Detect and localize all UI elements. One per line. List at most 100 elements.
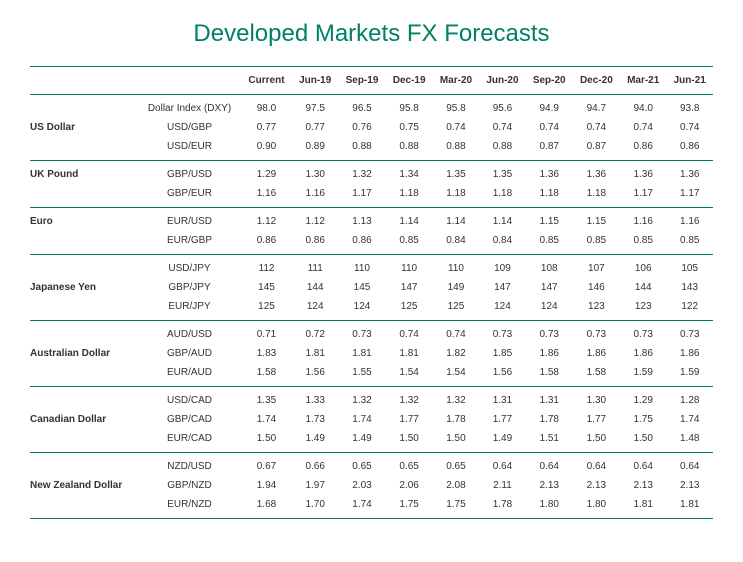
value-cell: 97.5 <box>292 95 338 119</box>
pair-cell: USD/EUR <box>138 137 241 161</box>
table-row: AUD/USD0.710.720.730.740.740.730.730.730… <box>30 321 713 345</box>
header-col: Sep-19 <box>338 67 385 95</box>
currency-name-cell: Euro <box>30 208 138 232</box>
value-cell: 0.65 <box>433 453 480 477</box>
value-cell: 0.74 <box>433 118 480 137</box>
value-cell: 0.76 <box>338 118 385 137</box>
value-cell: 0.89 <box>292 137 338 161</box>
value-cell: 147 <box>386 278 433 297</box>
value-cell: 112 <box>241 255 292 279</box>
value-cell: 1.85 <box>479 344 525 363</box>
value-cell: 1.75 <box>433 495 480 519</box>
currency-name-cell: Australian Dollar <box>30 344 138 363</box>
table-row: EuroEUR/USD1.121.121.131.141.141.141.151… <box>30 208 713 232</box>
value-cell: 93.8 <box>666 95 713 119</box>
value-cell: 1.30 <box>292 161 338 185</box>
value-cell: 145 <box>241 278 292 297</box>
header-col: Sep-20 <box>526 67 573 95</box>
value-cell: 2.06 <box>386 476 433 495</box>
table-row: Dollar Index (DXY)98.097.596.595.895.895… <box>30 95 713 119</box>
value-cell: 0.74 <box>620 118 667 137</box>
currency-name-cell <box>30 95 138 119</box>
value-cell: 1.97 <box>292 476 338 495</box>
currency-name-cell: UK Pound <box>30 161 138 185</box>
value-cell: 0.64 <box>666 453 713 477</box>
table-row: EUR/CAD1.501.491.491.501.501.491.511.501… <box>30 429 713 453</box>
value-cell: 1.77 <box>386 410 433 429</box>
header-row: CurrentJun-19Sep-19Dec-19Mar-20Jun-20Sep… <box>30 67 713 95</box>
currency-name-cell <box>30 495 138 519</box>
value-cell: 0.73 <box>666 321 713 345</box>
value-cell: 2.03 <box>338 476 385 495</box>
value-cell: 0.85 <box>620 231 667 255</box>
currency-name-cell <box>30 453 138 477</box>
value-cell: 0.74 <box>433 321 480 345</box>
value-cell: 1.48 <box>666 429 713 453</box>
value-cell: 0.67 <box>241 453 292 477</box>
value-cell: 1.59 <box>620 363 667 387</box>
value-cell: 145 <box>338 278 385 297</box>
value-cell: 110 <box>386 255 433 279</box>
value-cell: 147 <box>526 278 573 297</box>
value-cell: 2.08 <box>433 476 480 495</box>
value-cell: 96.5 <box>338 95 385 119</box>
value-cell: 1.50 <box>241 429 292 453</box>
value-cell: 1.32 <box>386 387 433 411</box>
value-cell: 1.58 <box>573 363 620 387</box>
value-cell: 122 <box>666 297 713 321</box>
value-cell: 1.18 <box>433 184 480 208</box>
value-cell: 1.49 <box>292 429 338 453</box>
value-cell: 1.54 <box>433 363 480 387</box>
value-cell: 1.12 <box>292 208 338 232</box>
currency-name-cell <box>30 184 138 208</box>
value-cell: 1.32 <box>338 387 385 411</box>
value-cell: 124 <box>338 297 385 321</box>
value-cell: 98.0 <box>241 95 292 119</box>
value-cell: 1.31 <box>526 387 573 411</box>
value-cell: 146 <box>573 278 620 297</box>
pair-cell: GBP/CAD <box>138 410 241 429</box>
value-cell: 1.31 <box>479 387 525 411</box>
value-cell: 1.75 <box>620 410 667 429</box>
currency-name-cell <box>30 387 138 411</box>
value-cell: 0.87 <box>526 137 573 161</box>
value-cell: 123 <box>620 297 667 321</box>
header-blank-1 <box>30 67 138 95</box>
pair-cell: EUR/JPY <box>138 297 241 321</box>
pair-cell: GBP/NZD <box>138 476 241 495</box>
value-cell: 1.36 <box>620 161 667 185</box>
pair-cell: EUR/USD <box>138 208 241 232</box>
table-row: Japanese YenGBP/JPY145144145147149147147… <box>30 278 713 297</box>
value-cell: 1.80 <box>573 495 620 519</box>
value-cell: 0.88 <box>433 137 480 161</box>
pair-cell: USD/JPY <box>138 255 241 279</box>
value-cell: 1.78 <box>433 410 480 429</box>
value-cell: 0.65 <box>338 453 385 477</box>
value-cell: 2.13 <box>573 476 620 495</box>
currency-name-cell: US Dollar <box>30 118 138 137</box>
value-cell: 1.18 <box>386 184 433 208</box>
value-cell: 0.77 <box>241 118 292 137</box>
value-cell: 1.58 <box>526 363 573 387</box>
value-cell: 0.74 <box>386 321 433 345</box>
value-cell: 0.88 <box>479 137 525 161</box>
value-cell: 110 <box>338 255 385 279</box>
currency-name-cell <box>30 429 138 453</box>
header-col: Jun-19 <box>292 67 338 95</box>
value-cell: 1.74 <box>338 495 385 519</box>
value-cell: 1.15 <box>526 208 573 232</box>
value-cell: 0.64 <box>479 453 525 477</box>
table-row: USD/CAD1.351.331.321.321.321.311.311.301… <box>30 387 713 411</box>
value-cell: 1.50 <box>573 429 620 453</box>
value-cell: 0.65 <box>386 453 433 477</box>
value-cell: 1.28 <box>666 387 713 411</box>
fx-tbody: Dollar Index (DXY)98.097.596.595.895.895… <box>30 95 713 519</box>
value-cell: 0.75 <box>386 118 433 137</box>
value-cell: 0.73 <box>526 321 573 345</box>
header-blank-2 <box>138 67 241 95</box>
value-cell: 0.64 <box>573 453 620 477</box>
value-cell: 108 <box>526 255 573 279</box>
currency-name-cell <box>30 137 138 161</box>
value-cell: 144 <box>292 278 338 297</box>
value-cell: 1.18 <box>573 184 620 208</box>
